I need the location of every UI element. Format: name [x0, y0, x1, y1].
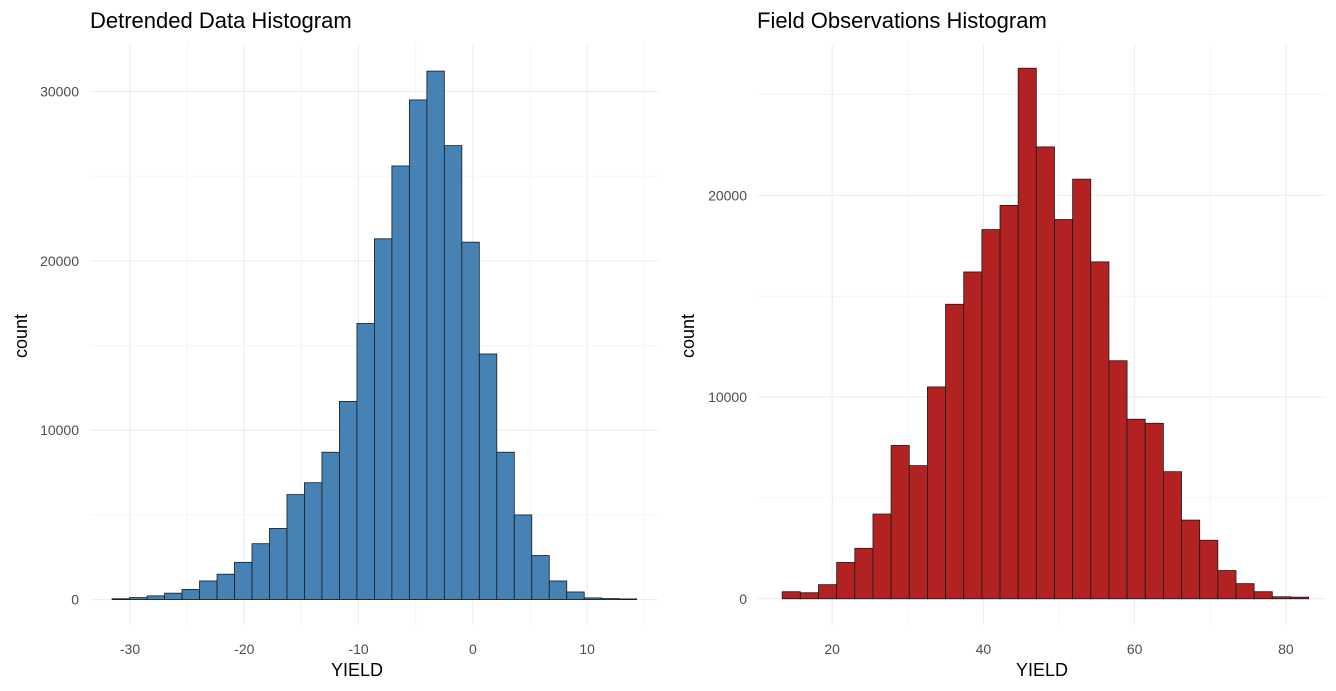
field-y-tick-label: 10000 — [708, 389, 747, 405]
field-x-tick-label: 60 — [1127, 641, 1143, 657]
field-histogram-bar — [1290, 596, 1310, 600]
detrended-x-tick-label: -10 — [348, 641, 368, 657]
field-histogram-bar — [1162, 471, 1182, 600]
detrended-histogram-bar — [234, 561, 253, 600]
detrended-histogram-bar — [601, 598, 620, 600]
field-histogram-bar — [781, 591, 801, 600]
detrended-histogram-bar — [111, 598, 131, 600]
detrended-histogram-bar — [548, 580, 568, 600]
detrended-y-tick-label: 20000 — [40, 253, 79, 269]
field-histogram-bar — [1035, 146, 1055, 600]
field-histogram-bar — [1199, 539, 1219, 600]
detrended-bars — [111, 70, 638, 600]
detrended-histogram-bar — [321, 451, 340, 600]
detrended-histogram-bar — [513, 514, 533, 600]
field-histogram-bar — [836, 562, 856, 600]
detrended-histogram-bar — [356, 323, 375, 600]
field-observations-histogram-title: Field Observations Histogram — [757, 8, 1047, 33]
detrended-histogram-bar — [199, 580, 218, 600]
field-histogram-bar — [818, 584, 838, 600]
field-histogram-bar — [908, 465, 928, 600]
detrended-histogram-bar — [391, 165, 410, 600]
field-histogram-bar — [1072, 178, 1092, 600]
field-x-tick-label: 40 — [976, 641, 992, 657]
field-histogram-bar — [1126, 418, 1146, 600]
field-y-tick-label: 0 — [739, 591, 747, 607]
detrended-histogram-bar — [583, 597, 603, 600]
detrended-histogram-bar — [146, 595, 165, 600]
detrended-histogram-bar — [181, 589, 200, 600]
detrended-histogram-bar — [408, 99, 428, 600]
detrended-histogram-bar — [129, 597, 148, 600]
field-histogram-bar — [1144, 422, 1164, 600]
field-bars — [781, 67, 1310, 600]
detrended-x-tick-label: -20 — [234, 641, 254, 657]
field-observations-histogram-panel: Field Observations Histogram 20 40 60 80 0 10… — [678, 8, 1326, 680]
field-histogram-bar — [1090, 261, 1110, 600]
detrended-histogram-bar — [478, 353, 498, 600]
field-x-tick-label: 80 — [1278, 641, 1294, 657]
field-histogram-bar — [1235, 583, 1255, 600]
detrended-histogram-bar — [164, 592, 183, 600]
detrended-x-axis-title: YIELD — [331, 660, 383, 680]
field-histogram-bar — [1253, 591, 1273, 600]
detrended-ticks: -30 -20 -10 0 10 0 10000 20000 30000 — [40, 83, 595, 657]
field-histogram-bar — [1017, 67, 1037, 600]
detrended-y-tick-label: 30000 — [40, 83, 79, 99]
field-histogram-bar — [1217, 570, 1237, 600]
field-histogram-bar — [854, 547, 874, 600]
field-histogram-bar — [799, 592, 819, 600]
field-y-axis-title: count — [678, 314, 698, 358]
detrended-x-tick-label: -30 — [120, 641, 140, 657]
detrended-y-tick-label: 10000 — [40, 422, 79, 438]
detrended-histogram-bar — [618, 598, 638, 600]
detrended-histogram-bar — [566, 591, 585, 600]
detrended-histogram-bar — [443, 145, 463, 600]
field-ticks: 20 40 60 80 0 10000 20000 — [708, 187, 1294, 657]
detrended-histogram-bar — [339, 401, 358, 600]
detrended-histogram-bar — [373, 238, 393, 600]
detrended-histogram-title: Detrended Data Histogram — [90, 8, 352, 33]
field-histogram-bar — [1271, 596, 1291, 600]
detrended-y-tick-label: 0 — [71, 592, 79, 608]
field-histogram-bar — [927, 386, 946, 600]
detrended-histogram-bar — [251, 543, 270, 600]
detrended-histogram-bar — [216, 573, 235, 600]
detrended-histogram-bar — [304, 482, 323, 600]
field-histogram-bar — [1108, 360, 1128, 600]
field-histogram-bar — [890, 445, 910, 600]
field-x-axis-title: YIELD — [1016, 660, 1068, 680]
detrended-x-tick-label: 10 — [579, 641, 595, 657]
detrended-histogram-bar — [286, 494, 305, 600]
detrended-histogram-panel: Detrended Data Histogram -30 -20 -10 0 10 0 10… — [11, 8, 658, 680]
field-histogram-bar — [981, 229, 1001, 600]
detrended-histogram-bar — [426, 70, 445, 600]
detrended-histogram-bar — [269, 528, 288, 600]
detrended-x-tick-label: 0 — [469, 641, 477, 657]
field-histogram-bar — [872, 513, 892, 600]
detrended-histogram-bar — [461, 241, 480, 600]
field-y-tick-label: 20000 — [708, 187, 747, 203]
field-histogram-bar — [945, 303, 965, 600]
field-histogram-bar — [1054, 219, 1074, 600]
field-x-tick-label: 20 — [824, 641, 840, 657]
field-histogram-bar — [963, 271, 983, 600]
field-histogram-bar — [999, 204, 1019, 600]
field-histogram-bar — [1181, 519, 1201, 600]
detrended-histogram-bar — [531, 555, 550, 600]
detrended-y-axis-title: count — [11, 314, 31, 358]
detrended-histogram-bar — [496, 451, 515, 600]
